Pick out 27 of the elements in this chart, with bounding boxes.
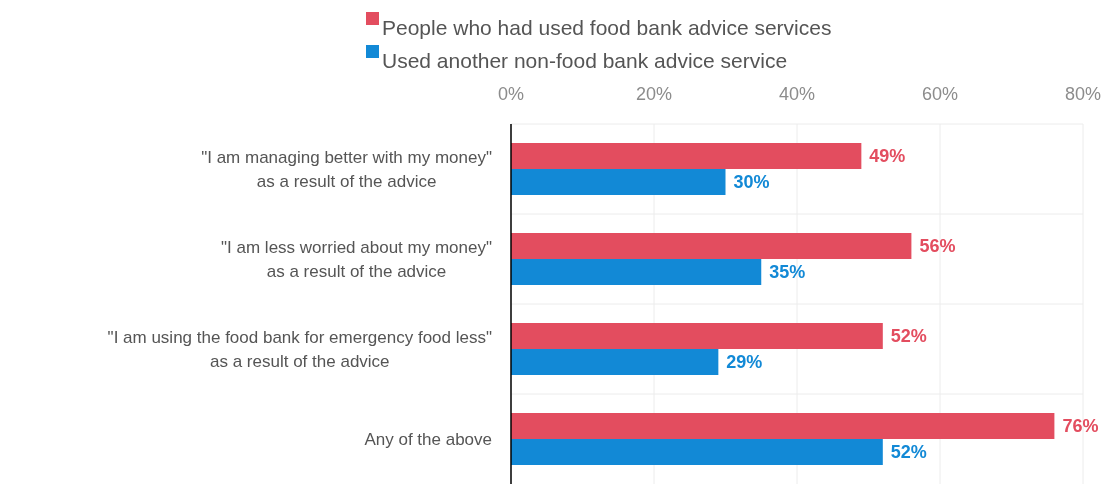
x-tick-label: 20% xyxy=(635,84,673,104)
data-label: 52% xyxy=(890,326,927,346)
data-label: 56% xyxy=(919,236,956,256)
x-tick-label: 60% xyxy=(921,84,959,104)
y-tick-label: "I am managing better with my money" as a result of the advice xyxy=(201,147,493,191)
data-label: 49% xyxy=(869,146,906,166)
y-tick-label: "I am using the food bank for emergency food less" as a result of the advice xyxy=(107,327,493,371)
bar xyxy=(511,143,862,169)
data-label: 52% xyxy=(890,442,927,462)
bar xyxy=(511,413,1055,439)
data-label: 76% xyxy=(1062,416,1099,436)
legend-label: Used another non-food bank advice service xyxy=(382,48,788,72)
data-label: 30% xyxy=(733,172,770,192)
bar xyxy=(511,323,883,349)
y-tick-label: Any of the above xyxy=(364,429,492,449)
legend-label: People who had used food bank advice services xyxy=(382,15,832,39)
bar xyxy=(511,259,762,285)
bar xyxy=(511,233,912,259)
bar xyxy=(511,439,883,465)
x-tick-label: 40% xyxy=(778,84,816,104)
y-tick-label: "I am less worried about my money" as a result of the advice xyxy=(221,237,492,281)
data-label: 29% xyxy=(726,352,763,372)
bar xyxy=(511,169,726,195)
data-label: 35% xyxy=(769,262,806,282)
x-tick-label: 0% xyxy=(497,84,525,104)
x-tick-label: 80% xyxy=(1064,84,1102,104)
bar xyxy=(511,349,719,375)
